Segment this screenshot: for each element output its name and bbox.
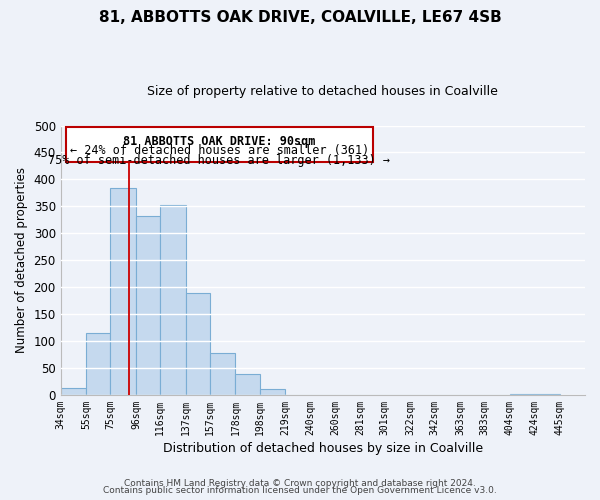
Bar — [185, 292, 210, 395]
Bar — [160, 206, 185, 395]
Text: Contains public sector information licensed under the Open Government Licence v3: Contains public sector information licen… — [103, 486, 497, 495]
Bar — [235, 374, 260, 395]
Text: 81 ABBOTTS OAK DRIVE: 90sqm: 81 ABBOTTS OAK DRIVE: 90sqm — [123, 135, 316, 148]
Bar — [510, 394, 534, 395]
Text: Contains HM Land Registry data © Crown copyright and database right 2024.: Contains HM Land Registry data © Crown c… — [124, 478, 476, 488]
Bar — [136, 216, 160, 395]
Text: ← 24% of detached houses are smaller (361): ← 24% of detached houses are smaller (36… — [70, 144, 369, 158]
Y-axis label: Number of detached properties: Number of detached properties — [15, 167, 28, 353]
Bar — [61, 388, 86, 395]
Title: Size of property relative to detached houses in Coalville: Size of property relative to detached ho… — [148, 85, 498, 98]
Bar — [86, 333, 110, 395]
FancyBboxPatch shape — [66, 127, 373, 162]
Bar — [260, 389, 285, 395]
Bar — [534, 394, 560, 395]
X-axis label: Distribution of detached houses by size in Coalville: Distribution of detached houses by size … — [163, 442, 483, 455]
Bar — [210, 354, 235, 395]
Bar — [110, 188, 136, 395]
Text: 81, ABBOTTS OAK DRIVE, COALVILLE, LE67 4SB: 81, ABBOTTS OAK DRIVE, COALVILLE, LE67 4… — [98, 10, 502, 25]
Text: 75% of semi-detached houses are larger (1,133) →: 75% of semi-detached houses are larger (… — [48, 154, 390, 167]
